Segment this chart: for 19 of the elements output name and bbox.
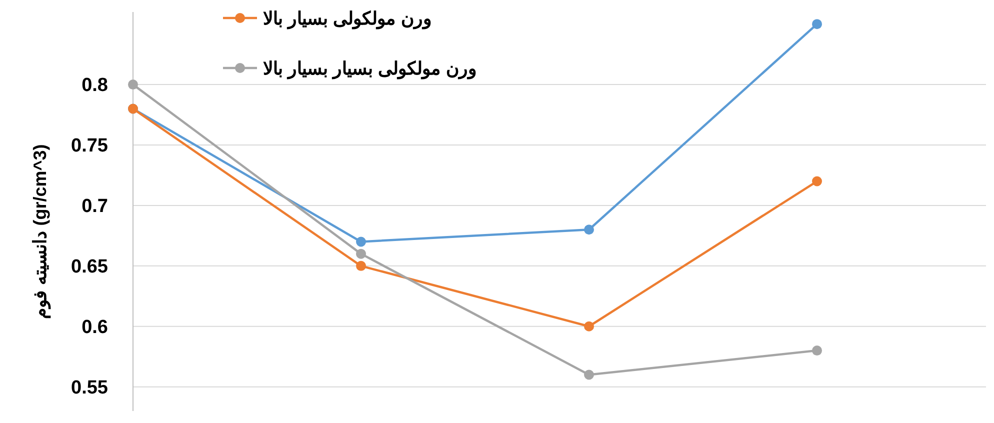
point [584, 370, 594, 380]
point [356, 236, 366, 247]
y-tick-label: 0.7 [82, 196, 108, 218]
legend-label: ورن مولکولی بسیار بالا [263, 8, 432, 30]
point [812, 346, 822, 356]
y-tick-label: 0.6 [82, 317, 108, 338]
y-tick-label: 0.55 [71, 377, 108, 398]
y-tick-label: 0.75 [71, 136, 108, 157]
point [584, 321, 594, 332]
point [356, 248, 366, 259]
point [356, 260, 366, 271]
y-tick-label: 0.8 [82, 75, 108, 96]
point [812, 19, 822, 30]
y-axis-title: دانسیته فوم (gr/cm^3) [30, 144, 51, 319]
point [812, 176, 822, 186]
point [128, 80, 138, 90]
legend-label: ورن مولکولی بسیار بسیار بالا [263, 58, 478, 80]
y-tick-label: 0.65 [71, 256, 108, 278]
point [584, 224, 594, 235]
